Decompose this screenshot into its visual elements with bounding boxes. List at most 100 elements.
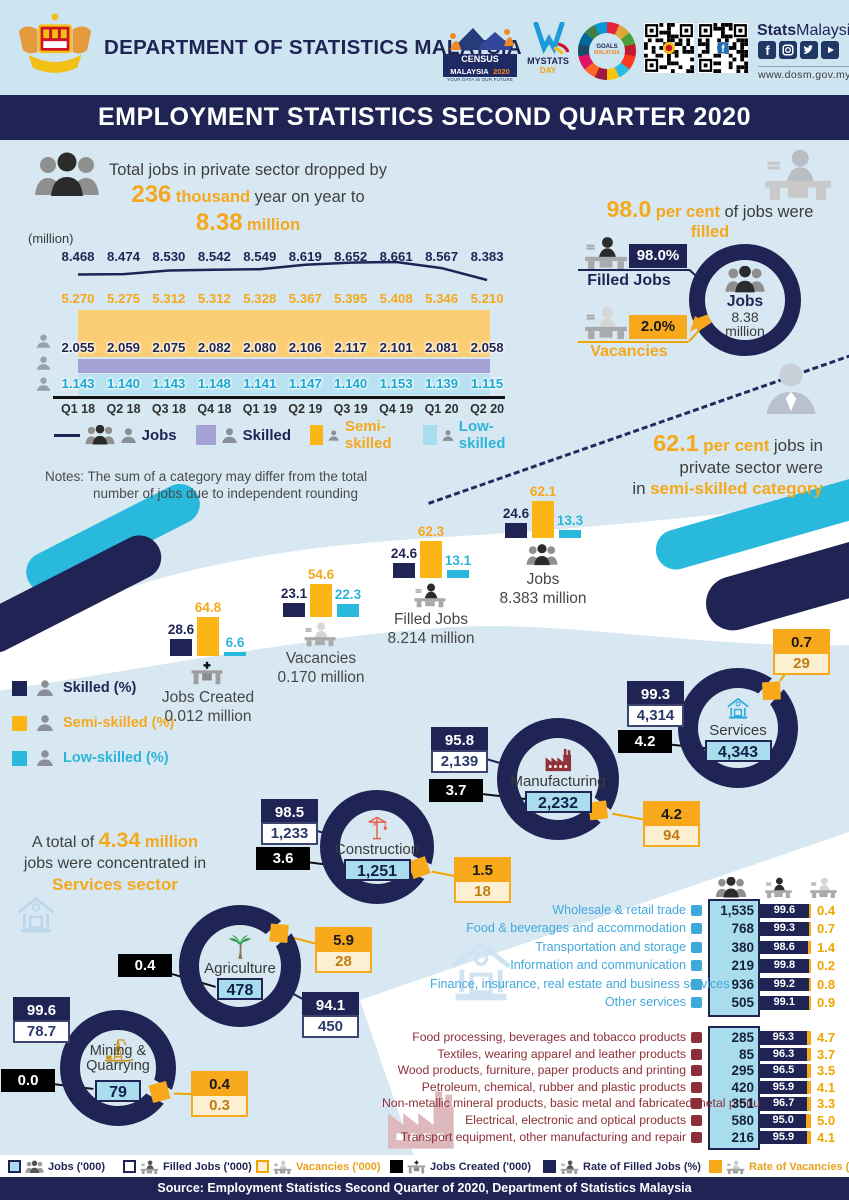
sector-jobs-value: 79 xyxy=(95,1080,141,1102)
bar-value-label: 62.3 xyxy=(417,523,445,539)
vacancies-badge: 29 xyxy=(773,652,830,675)
rate-filled-value: 95.9 xyxy=(760,1080,807,1095)
vacancies-icon xyxy=(583,306,629,339)
mystats-line2: DAY xyxy=(539,66,557,75)
bottom-legend-item-rate_filled: Rate of Filled Jobs (%) xyxy=(543,1158,701,1175)
chart-value-label: 2.059 xyxy=(106,340,140,355)
chart-value-label: 2.081 xyxy=(425,340,459,355)
concentration-value: 4.34 xyxy=(98,828,141,852)
skill-bar-semi-skilled xyxy=(420,540,442,578)
rate-vacancies-value: 0.8 xyxy=(817,976,836,992)
mystats-line1: MYSTATS xyxy=(527,56,569,66)
semiskilled-note: 62.1 per cent jobs in private sector wer… xyxy=(608,431,823,500)
facebook-icon[interactable]: f xyxy=(758,41,776,59)
sector-jobs-value: 1,251 xyxy=(343,859,411,881)
rate-filled-value: 96.3 xyxy=(760,1047,808,1062)
subsector-label: Other services xyxy=(604,995,686,1009)
rate-vacancies-value: 5.0 xyxy=(817,1113,836,1128)
brand-statsmalaysia: StatsMalaysia xyxy=(757,22,849,40)
chart-value-label: 8.567 xyxy=(425,249,459,264)
sector-name: Manufacturing xyxy=(510,773,606,790)
donut-center-value: 8.38 xyxy=(731,309,759,325)
skill-bar-skilled xyxy=(170,638,192,656)
rate-filled-bar: 95.0 xyxy=(760,1114,811,1128)
x-tick-label: Q4 18 xyxy=(197,402,232,416)
sector-name: Mining & xyxy=(89,1043,147,1059)
bar-value-label: 54.6 xyxy=(307,567,335,583)
filled-desk-icon xyxy=(760,148,836,200)
legend-item-low-skilled: Low-skilled xyxy=(422,418,517,452)
bar-value-label: 6.6 xyxy=(225,635,245,650)
legend-item-skilled: Skilled xyxy=(195,425,291,445)
chart-value-label: 5.270 xyxy=(61,291,95,306)
subsector-jobs-value: 768 xyxy=(731,921,754,937)
semi-skilled-area xyxy=(78,310,490,357)
sector-name: Services xyxy=(709,722,767,739)
rate-filled-value: 96.7 xyxy=(760,1097,808,1111)
chart-value-label: 5.395 xyxy=(334,291,368,306)
semiskilled-person-icon xyxy=(762,362,820,414)
notes-line2: number of jobs due to independent roundi… xyxy=(93,486,358,501)
qr-code-1 xyxy=(644,23,694,73)
rate-filled-badge: 94.1 xyxy=(302,992,359,1015)
chart-value-label: 2.075 xyxy=(152,340,186,355)
chart-value-label: 8.619 xyxy=(288,249,322,264)
headline-unit-1: thousand xyxy=(175,188,251,206)
jobs-icon xyxy=(526,542,558,568)
twitter-icon[interactable] xyxy=(800,41,818,59)
bar-group-amount: 8.214 million xyxy=(387,630,475,647)
sector-jobs-value: 2,232 xyxy=(524,791,592,813)
furniture-icon xyxy=(691,1065,702,1077)
legend-item-jobs: Jobs xyxy=(53,425,177,445)
skill-legend-item-2: Low-skilled (%) xyxy=(12,750,174,766)
chart-value-label: 2.117 xyxy=(334,340,367,355)
rate-vacancies-value: 3.5 xyxy=(817,1063,836,1079)
rate-filled-badge: 98.5 xyxy=(261,799,318,822)
semiskilled-plain2: private sector were xyxy=(679,458,823,477)
chart-value-label: 1.143 xyxy=(152,376,186,391)
filled-jobs-icon xyxy=(414,582,446,608)
donut-center-unit: million xyxy=(725,323,765,339)
bar-group-label: Jobs Created xyxy=(161,689,255,706)
chart-value-label: 1.143 xyxy=(61,376,95,391)
filled-jobs-badge: 78.7 xyxy=(13,1020,70,1043)
jobs-created-badge: 3.7 xyxy=(429,779,483,802)
svg-text:f: f xyxy=(721,44,725,55)
donut-people-icon xyxy=(724,266,766,293)
chart-value-label: 2.082 xyxy=(197,340,231,355)
skill-bar-low-skilled xyxy=(559,530,581,538)
subsector-label: Transport equipment, other manufacturing… xyxy=(400,1129,686,1144)
construction-icon xyxy=(362,815,392,841)
chart-value-label: 2.101 xyxy=(379,340,413,355)
bar-group-amount: 8.383 million xyxy=(499,590,587,607)
svg-text:f: f xyxy=(765,43,770,58)
chart-value-label: 1.147 xyxy=(288,376,322,391)
filled-headline: 98.0 per cent of jobs were filled xyxy=(590,196,830,242)
subsector-jobs-value: 216 xyxy=(731,1129,754,1145)
rate-filled-value: 95.9 xyxy=(760,1130,807,1145)
filled-pct-word: per cent xyxy=(655,203,720,221)
rate-filled-badge: 99.6 xyxy=(13,997,70,1020)
metal-icon xyxy=(691,1098,702,1110)
website-link[interactable]: www.dosm.gov.my xyxy=(758,66,849,81)
subsector-label: Information and communication xyxy=(510,958,686,973)
share-icon xyxy=(691,997,702,1008)
food-processing-icon xyxy=(691,1032,702,1043)
bar-value-label: 22.3 xyxy=(334,586,362,602)
bar-value-label: 13.3 xyxy=(556,513,584,528)
subsector-label: Finance, insurance, real estate and busi… xyxy=(430,976,730,991)
chart-value-label: 8.468 xyxy=(61,249,95,264)
rate-filled-value: 95.3 xyxy=(760,1031,807,1045)
chart-value-label: 2.055 xyxy=(61,340,95,355)
vacancies-column-icon xyxy=(808,877,839,898)
youtube-icon[interactable] xyxy=(821,41,839,59)
skilled-axis-icon xyxy=(36,334,51,348)
subsector-label: Textiles, wearing apparel and leather pr… xyxy=(437,1046,686,1061)
semiskilled-plain3: in xyxy=(632,479,646,498)
bar-value-label: 23.1 xyxy=(280,586,308,602)
instagram-icon[interactable] xyxy=(779,41,797,59)
department-title: DEPARTMENT OF STATISTICS MALAYSIA xyxy=(104,36,523,59)
sector-donut-mining-quarrying xyxy=(47,997,189,1139)
jobs-created-badge: 0.4 xyxy=(118,954,172,977)
